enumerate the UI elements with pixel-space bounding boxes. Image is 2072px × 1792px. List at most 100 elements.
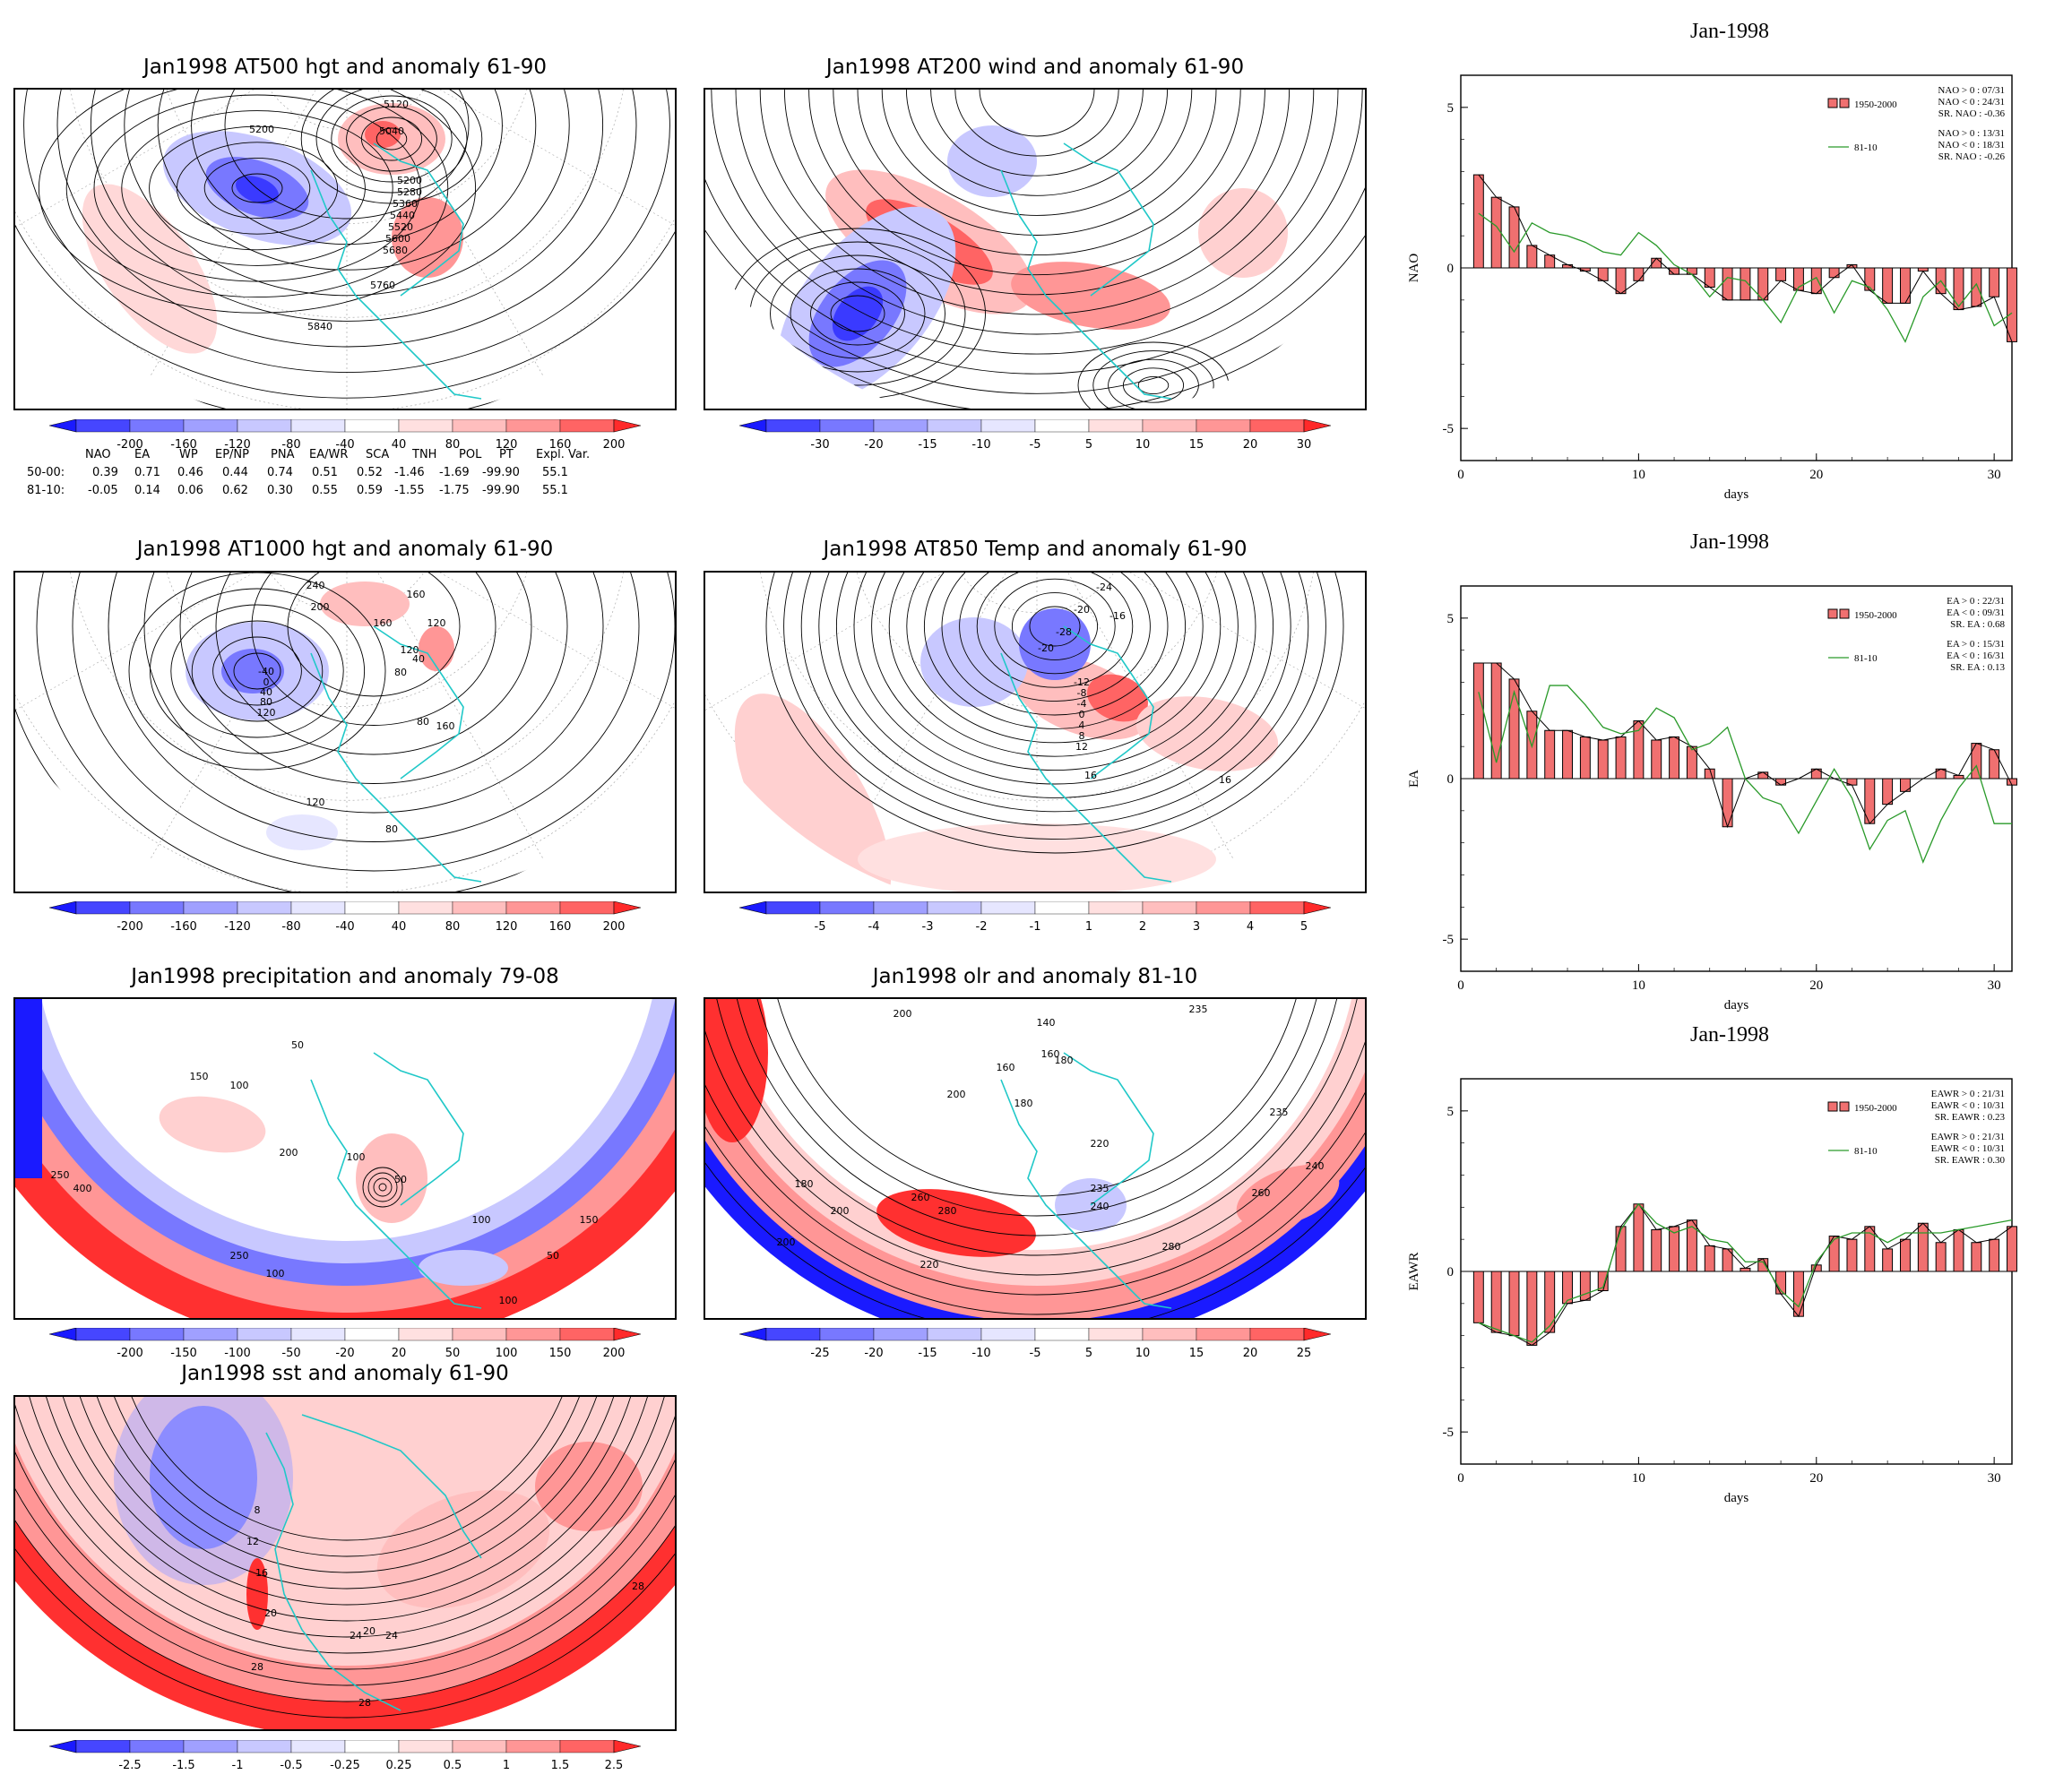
contour-label: 5360 — [393, 198, 418, 210]
colorbar-swatch — [290, 418, 346, 433]
contour-line — [767, 999, 1307, 1197]
contour-line — [157, 90, 537, 271]
bar-1950-2000 — [1651, 1228, 1662, 1272]
contour-line — [783, 573, 1326, 840]
coastline — [1063, 1052, 1154, 1206]
anomaly-blob — [419, 1250, 508, 1286]
x-tick-label: 10 — [1632, 1471, 1645, 1486]
coastline — [1063, 142, 1154, 297]
bar-1950-2000 — [1579, 736, 1591, 780]
colorbar-svg: -200 -160 -120 -80 -40 40 80 120 160 200 — [48, 900, 642, 934]
contour-line — [15, 90, 675, 399]
contour-line — [315, 90, 468, 194]
ts-title-nao: Jan-1998 — [1690, 20, 1769, 43]
y-tick-label: 5 — [1447, 612, 1455, 626]
bar-1950-2000 — [1953, 267, 1964, 311]
contour-line — [711, 90, 1363, 355]
legend-bar-swatch — [1827, 1101, 1838, 1112]
contour-line — [705, 90, 1365, 375]
colorbar-svg: -5 -4 -3 -2 -1 1 2 3 4 5 — [738, 900, 1332, 934]
contour-label: -28 — [581, 1679, 597, 1691]
colorbar-swatch — [1249, 418, 1305, 433]
contour-label: 16 — [1219, 774, 1231, 786]
colorbar-tick-label: 20 — [1243, 1347, 1258, 1360]
colorbar-tick-label: 120 — [496, 920, 518, 934]
contour-label: 150 — [580, 1214, 599, 1226]
index-value: 0.44 — [222, 466, 248, 479]
index-value: 0.59 — [357, 484, 383, 497]
colorbar-tick-label: -5 — [1030, 438, 1041, 452]
index-header: WP — [179, 448, 198, 461]
olr-band — [714, 999, 1360, 1250]
contour-line — [954, 90, 1119, 157]
colorbar-swatch — [927, 1327, 982, 1341]
colorbar-swatch — [1142, 900, 1197, 915]
anomaly-blob — [159, 1096, 266, 1153]
anomaly-blob — [1198, 188, 1288, 278]
legend-line-stat: EAWR > 0 : 21/31 — [1931, 1132, 2005, 1142]
contour-line — [191, 620, 324, 722]
map-svg — [705, 90, 1365, 409]
contour-label: 160 — [374, 617, 393, 629]
bar-1950-2000 — [2007, 267, 2017, 342]
legend-bar-stat: EAWR > 0 : 21/31 — [1931, 1089, 2005, 1099]
contour-label: 200 — [831, 1205, 850, 1217]
colorbar-swatch — [765, 418, 821, 433]
colorbar-swatch — [237, 418, 292, 433]
colorbar-swatch — [819, 1327, 875, 1341]
contour-label: 200 — [311, 601, 330, 613]
contour-label: 40 — [260, 686, 272, 698]
colorbar-tick-label: -120 — [224, 920, 251, 934]
contour-label: 140 — [1037, 1017, 1056, 1029]
index-value: -1.55 — [394, 484, 425, 497]
colorbar-tick-label: -3 — [922, 920, 934, 934]
contour-line — [38, 90, 477, 314]
anomaly-blob — [419, 626, 454, 671]
colorbar-tick-label: -5 — [815, 920, 826, 934]
coastline — [1000, 652, 1172, 883]
y-axis-label: EA — [1407, 770, 1421, 788]
contour-line — [48, 1397, 645, 1606]
legend-bar-swatch — [1827, 98, 1838, 108]
y-tick-label: 0 — [1447, 262, 1455, 276]
colorbar-swatch — [927, 900, 982, 915]
contour-line — [233, 652, 281, 690]
colorbar-tick-label: -80 — [281, 920, 300, 934]
contour-label: 400 — [73, 1183, 92, 1194]
colorbar-tick-label: 3 — [1193, 920, 1200, 934]
legend-bar-swatch — [1839, 1101, 1850, 1112]
colorbar-tick-label: -50 — [281, 1347, 300, 1360]
contour-line — [149, 125, 366, 251]
contour-line — [808, 90, 1265, 276]
contour-label: 4 — [1079, 719, 1085, 731]
contour-label: -4 — [1077, 698, 1087, 710]
contour-label: 120 — [401, 644, 419, 656]
contour-line — [231, 173, 283, 203]
colorbar-swatch — [559, 900, 615, 915]
colorbar-olr: -25 -20 -15 -10 -5 5 10 15 20 25 — [738, 1327, 1332, 1364]
contour-label: 250 — [230, 1250, 249, 1262]
bar-1950-2000 — [1544, 729, 1556, 780]
bar-1950-2000 — [1615, 736, 1627, 780]
contour-line — [705, 999, 1365, 1276]
contour-line — [705, 90, 1365, 394]
contour-line — [800, 573, 1309, 826]
index-value: 0.06 — [177, 484, 203, 497]
legend-line-label: 81-10 — [1854, 1146, 1878, 1157]
colorbar-tick-label: 120 — [496, 438, 518, 452]
bar-series-line — [1478, 1202, 2013, 1347]
contour-label: -24 — [1096, 582, 1112, 593]
contour-line — [97, 1397, 597, 1557]
anomaly-blob — [1087, 674, 1148, 722]
colorbar-swatch — [1196, 418, 1251, 433]
coastline — [373, 625, 464, 780]
colorbar-tick-label: -200 — [117, 438, 143, 452]
colorbar-tick-label: 200 — [603, 438, 626, 452]
contour-label: 250 — [51, 1169, 70, 1181]
contour-label: 200 — [280, 1147, 298, 1159]
map-title-200: Jan1998 AT200 wind and anomaly 61-90 — [825, 56, 1245, 79]
colorbar-500hgt: -200 -160 -120 -80 -40 40 80 120 160 200 — [48, 418, 642, 455]
bar-1950-2000 — [1775, 267, 1787, 281]
